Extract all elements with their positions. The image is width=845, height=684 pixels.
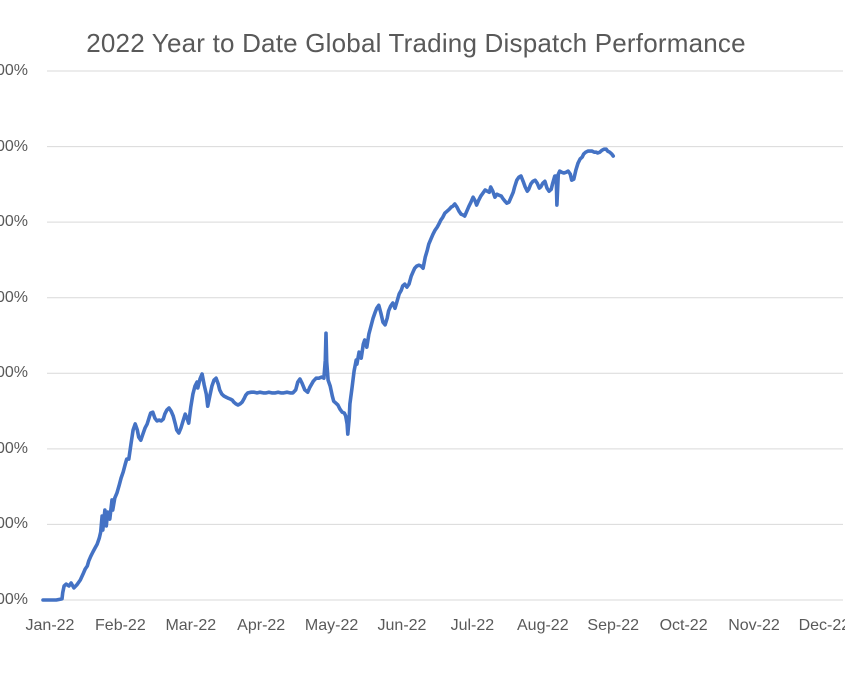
x-axis-tick-label: Jun-22 bbox=[377, 617, 427, 634]
y-axis-tick-label: 00% bbox=[0, 591, 28, 608]
y-axis-tick-label: 00% bbox=[0, 288, 28, 306]
y-axis-tick-label: 00% bbox=[0, 439, 28, 457]
y-axis-tick-label: 00% bbox=[0, 364, 28, 382]
x-axis-tick-label: Mar-22 bbox=[165, 617, 217, 634]
y-axis-tick-label: 00% bbox=[0, 213, 28, 231]
x-axis-tick-label: Feb-22 bbox=[95, 617, 146, 634]
x-axis-tick-label: Nov-22 bbox=[728, 617, 780, 634]
performance-line bbox=[41, 147, 615, 602]
chart-title: 2022 Year to Date Global Trading Dispatc… bbox=[86, 28, 746, 58]
x-axis-tick-label: Aug-22 bbox=[517, 617, 569, 634]
x-axis-tick-label: Jul-22 bbox=[450, 617, 495, 634]
x-axis-tick-label: May-22 bbox=[304, 617, 359, 634]
y-axis-tick-label: 00% bbox=[0, 515, 28, 533]
x-axis-tick-label: Sep-22 bbox=[587, 617, 639, 634]
x-axis-tick-label: Apr-22 bbox=[237, 617, 286, 634]
y-axis-tick-label: 00% bbox=[0, 61, 28, 79]
x-axis-tick-label: Oct-22 bbox=[659, 617, 708, 634]
gridlines bbox=[47, 70, 843, 601]
y-axis-tick-label: 00% bbox=[0, 137, 28, 155]
x-axis-tick-label: Jan-22 bbox=[25, 617, 75, 634]
x-axis-tick-label: Dec-22 bbox=[798, 617, 845, 634]
